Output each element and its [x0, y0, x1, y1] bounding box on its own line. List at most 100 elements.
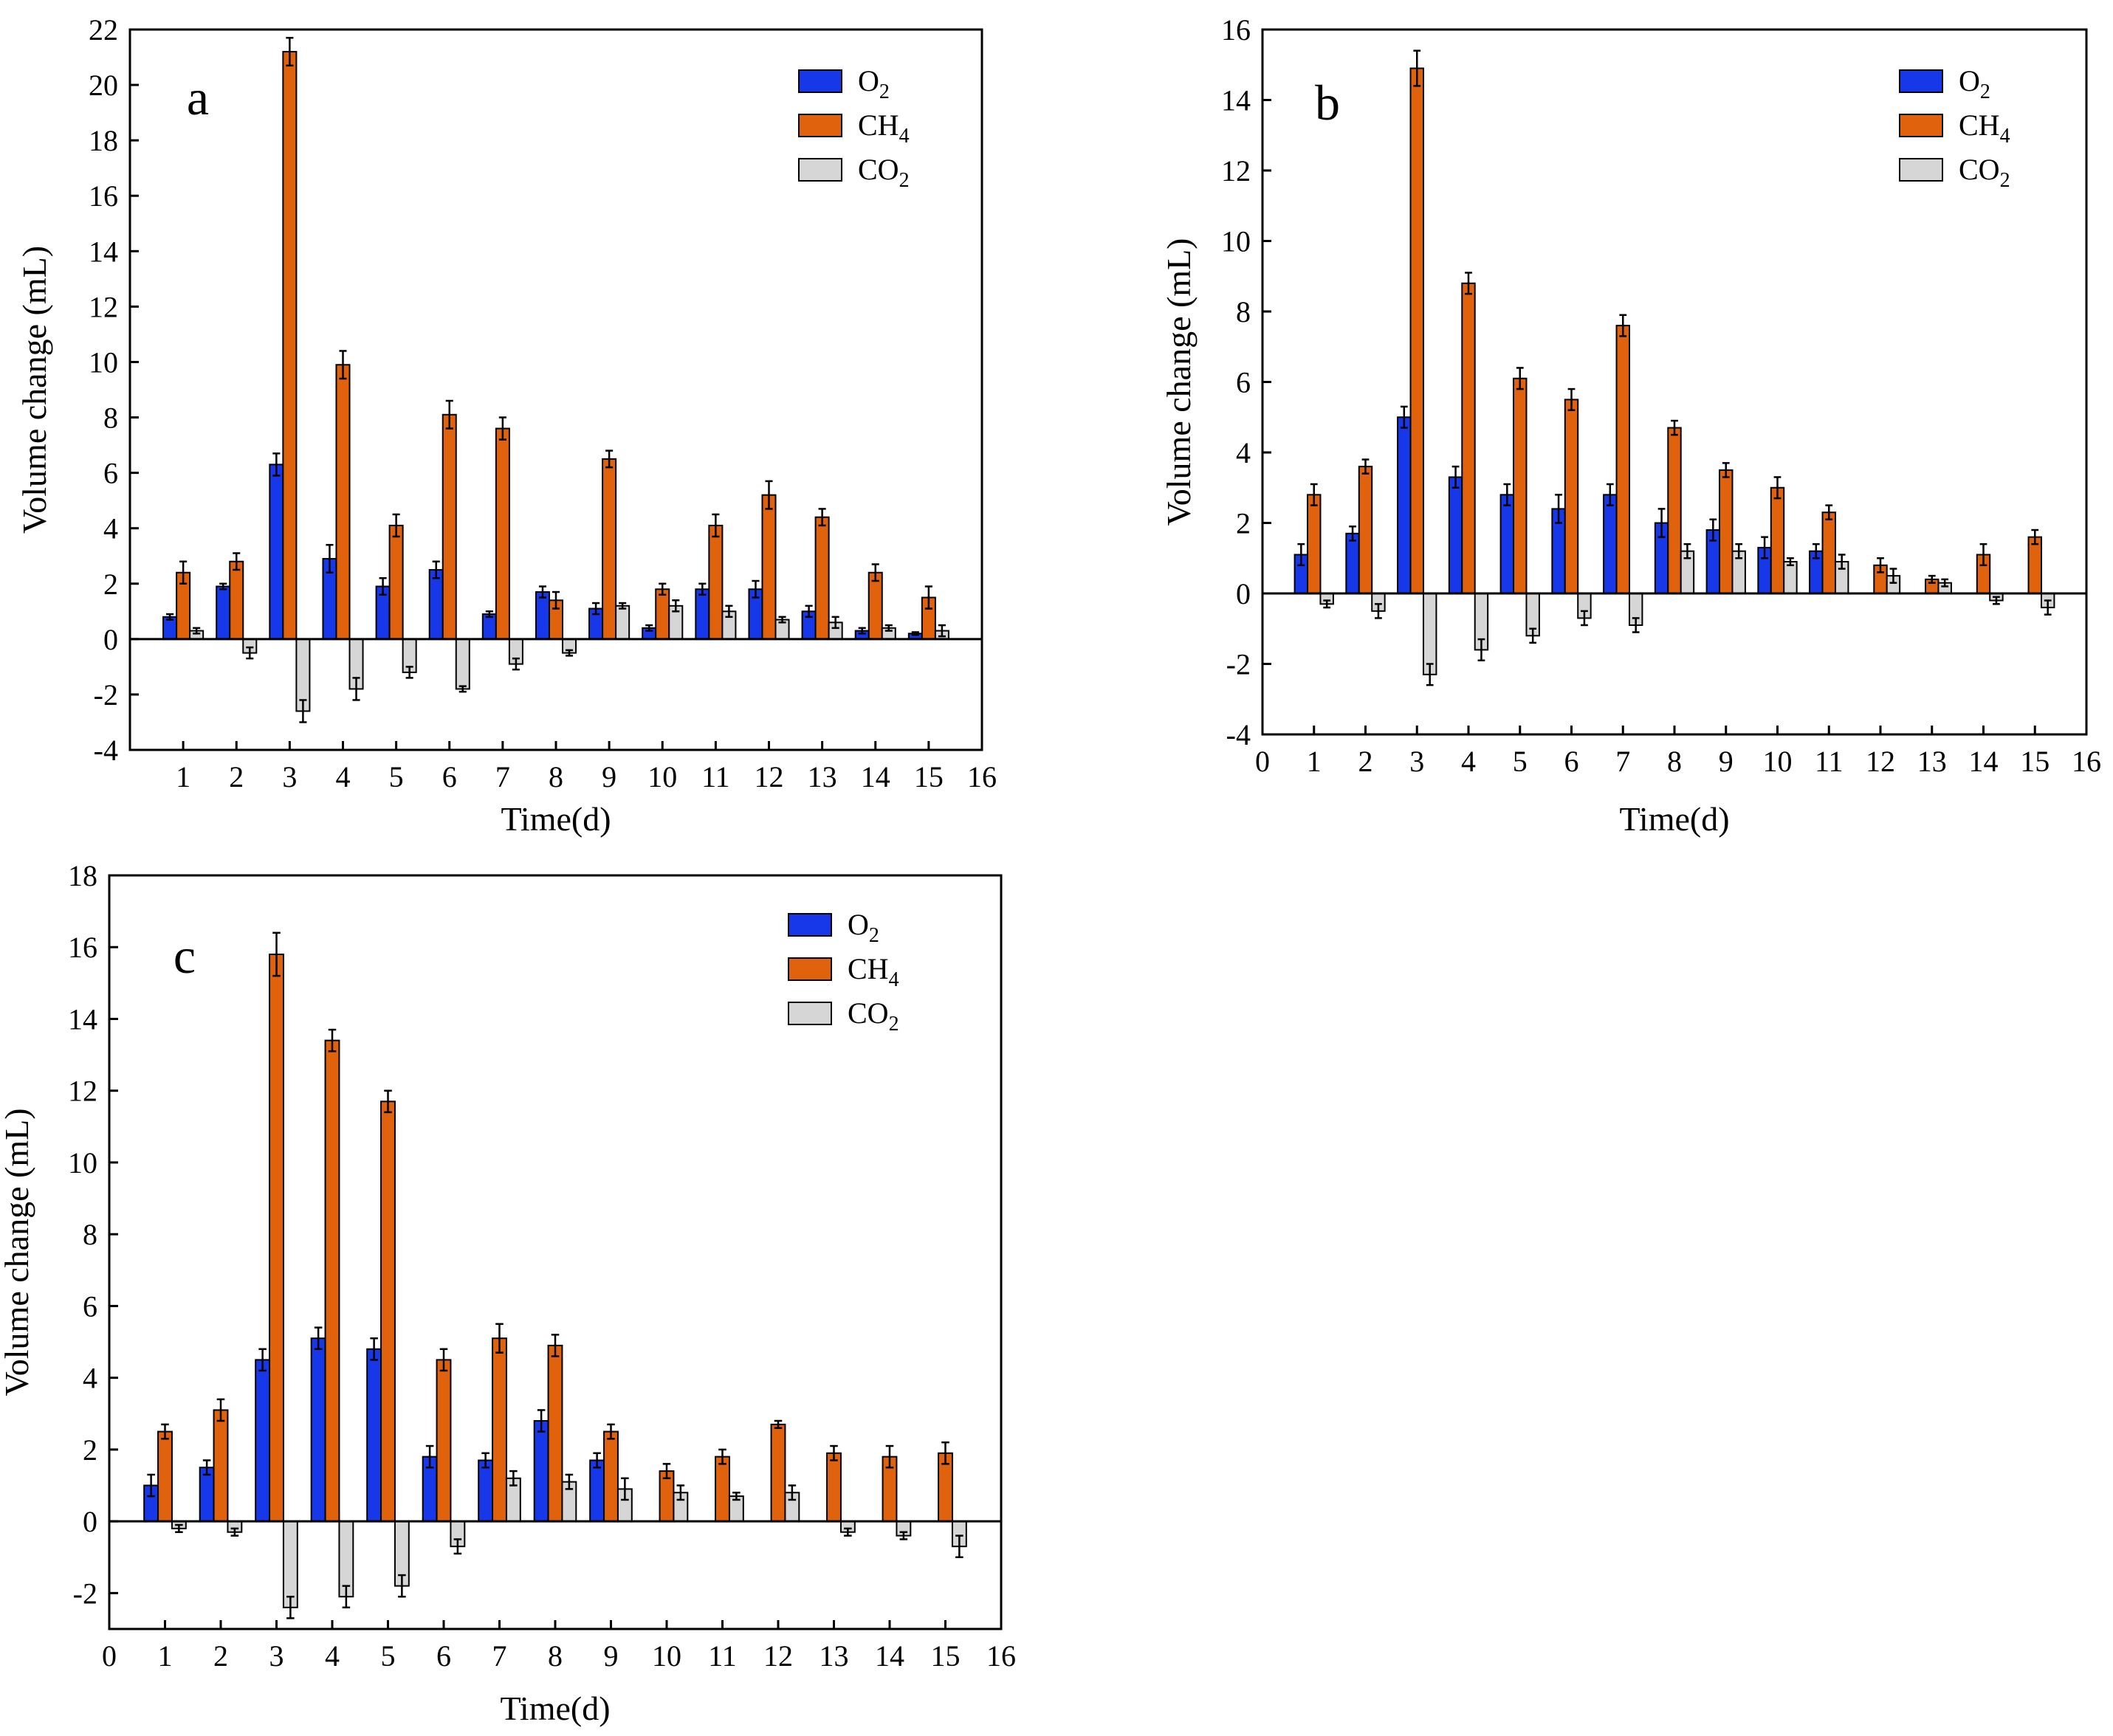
y-tick-label: 2 [83, 1433, 97, 1467]
bar-a-CH4-day13 [816, 517, 829, 639]
x-tick-label: 1 [158, 1639, 173, 1673]
x-tick-label: 5 [1513, 745, 1528, 778]
x-tick-label: 5 [381, 1639, 396, 1673]
y-tick-label: 6 [103, 457, 118, 490]
x-tick-label: 3 [269, 1639, 284, 1673]
x-tick-label: 9 [602, 760, 616, 793]
x-tick-label: 10 [647, 760, 677, 793]
bar-b-O2-day5 [1501, 495, 1514, 593]
x-tick-label: 8 [548, 1639, 563, 1673]
y-tick-label: 4 [1236, 436, 1251, 469]
x-tick-label: 6 [436, 1639, 451, 1673]
bar-a-O2-day2 [216, 587, 230, 639]
panel-a-letter: a [187, 69, 209, 125]
y-tick-label: 10 [1221, 225, 1251, 258]
panel-b-letter: b [1315, 75, 1340, 131]
bar-b-CH4-day8 [1668, 428, 1680, 593]
bar-a-CH4-day9 [602, 459, 616, 639]
y-tick-label: 12 [1221, 154, 1251, 187]
bar-c-O2-day9 [590, 1460, 604, 1521]
bar-a-O2-day11 [695, 589, 709, 639]
x-tick-label: 16 [967, 760, 997, 793]
bar-c-O2-day5 [367, 1349, 381, 1521]
bar-b-CH4-day1 [1308, 495, 1320, 593]
x-tick-label: 6 [1564, 745, 1579, 778]
y-tick-label: 0 [103, 623, 118, 656]
x-tick-label: 9 [604, 1639, 619, 1673]
bar-c-CH4-day1 [158, 1432, 172, 1522]
bar-a-O2-day7 [483, 614, 496, 639]
bar-a-O2-day6 [430, 570, 443, 639]
bar-c-O2-day8 [535, 1421, 549, 1521]
legend-swatch-CO2 [788, 1002, 831, 1024]
x-tick-label: 7 [495, 760, 510, 793]
bar-a-O2-day8 [536, 592, 549, 639]
x-tick-label: 13 [808, 760, 837, 793]
bar-a-CH4-day2 [230, 562, 243, 639]
x-tick-label: 0 [1255, 745, 1270, 778]
x-tick-label: 0 [102, 1639, 117, 1673]
x-tick-label: 15 [931, 1639, 961, 1673]
bar-c-CH4-day2 [214, 1410, 228, 1521]
legend-swatch-CH4 [799, 114, 842, 137]
bar-c-CH4-day3 [269, 954, 284, 1521]
panel-a-y-axis-label: Volume change (mL) [16, 246, 53, 534]
x-tick-label: 4 [1461, 745, 1476, 778]
x-tick-label: 4 [336, 760, 351, 793]
legend-swatch-O2 [799, 70, 842, 92]
x-tick-label: 15 [914, 760, 944, 793]
bar-a-CO2-day9 [616, 606, 629, 639]
x-tick-label: 2 [213, 1639, 228, 1673]
bar-c-CH4-day6 [437, 1360, 451, 1521]
bar-b-CH4-day9 [1719, 470, 1732, 593]
bar-c-O2-day7 [478, 1460, 492, 1521]
bar-b-O2-day3 [1398, 417, 1410, 593]
y-tick-label: -2 [94, 678, 118, 712]
bar-a-CH4-day14 [869, 573, 882, 639]
bar-a-O2-day3 [269, 464, 283, 638]
x-tick-label: 3 [282, 760, 297, 793]
bar-a-CH4-day7 [496, 429, 509, 639]
x-tick-label: 16 [2072, 745, 2101, 778]
bar-c-CH4-day13 [827, 1453, 841, 1521]
panel-c-y-axis-label: Volume change (mL) [0, 1108, 35, 1396]
y-tick-label: 6 [83, 1289, 97, 1323]
bar-b-CH4-day6 [1565, 399, 1578, 593]
y-tick-label: 8 [1236, 295, 1251, 328]
x-tick-label: 8 [1667, 745, 1682, 778]
legend-swatch-CH4 [1900, 114, 1942, 137]
bar-b-CO2-day3 [1423, 593, 1436, 675]
y-tick-label: 10 [68, 1146, 97, 1179]
x-tick-label: 14 [1969, 745, 1999, 778]
legend-swatch-O2 [1900, 70, 1942, 92]
bar-c-CH4-day8 [549, 1346, 563, 1521]
x-tick-label: 16 [986, 1639, 1016, 1673]
bar-b-CH4-day7 [1617, 326, 1629, 593]
bar-b-O2-day4 [1449, 477, 1462, 593]
y-tick-label: 6 [1236, 366, 1251, 399]
bar-a-CH4-day10 [656, 589, 669, 639]
bar-a-CH4-day11 [709, 526, 722, 639]
x-tick-label: 12 [1866, 745, 1895, 778]
bar-b-CH4-day4 [1462, 283, 1474, 593]
panel-b-y-axis-label: Volume change (mL) [1160, 238, 1198, 526]
x-tick-label: 10 [652, 1639, 681, 1673]
bar-b-O2-day7 [1604, 495, 1616, 593]
x-tick-label: 10 [1763, 745, 1793, 778]
y-tick-label: 4 [103, 512, 118, 545]
x-tick-label: 11 [701, 760, 730, 793]
y-tick-label: 18 [89, 124, 118, 157]
bar-b-CH4-day15 [2029, 537, 2041, 593]
figure: -4-20246810121416182022 1 2 3 4 5 6 7 8 9 10 11 12 1… [0, 0, 2113, 1736]
x-tick-label: 11 [1815, 745, 1844, 778]
x-tick-label: 6 [442, 760, 457, 793]
y-tick-label: 14 [1221, 84, 1251, 117]
legend-swatch-O2 [788, 914, 831, 936]
y-tick-label: 18 [68, 859, 97, 892]
panel-a-x-axis-label: Time(d) [501, 800, 611, 838]
y-tick-label: 16 [89, 179, 118, 213]
panel-c-letter: c [173, 928, 196, 984]
y-tick-label: -2 [1226, 648, 1251, 681]
y-tick-label: 8 [103, 402, 118, 435]
bar-b-O2-day2 [1346, 534, 1358, 593]
